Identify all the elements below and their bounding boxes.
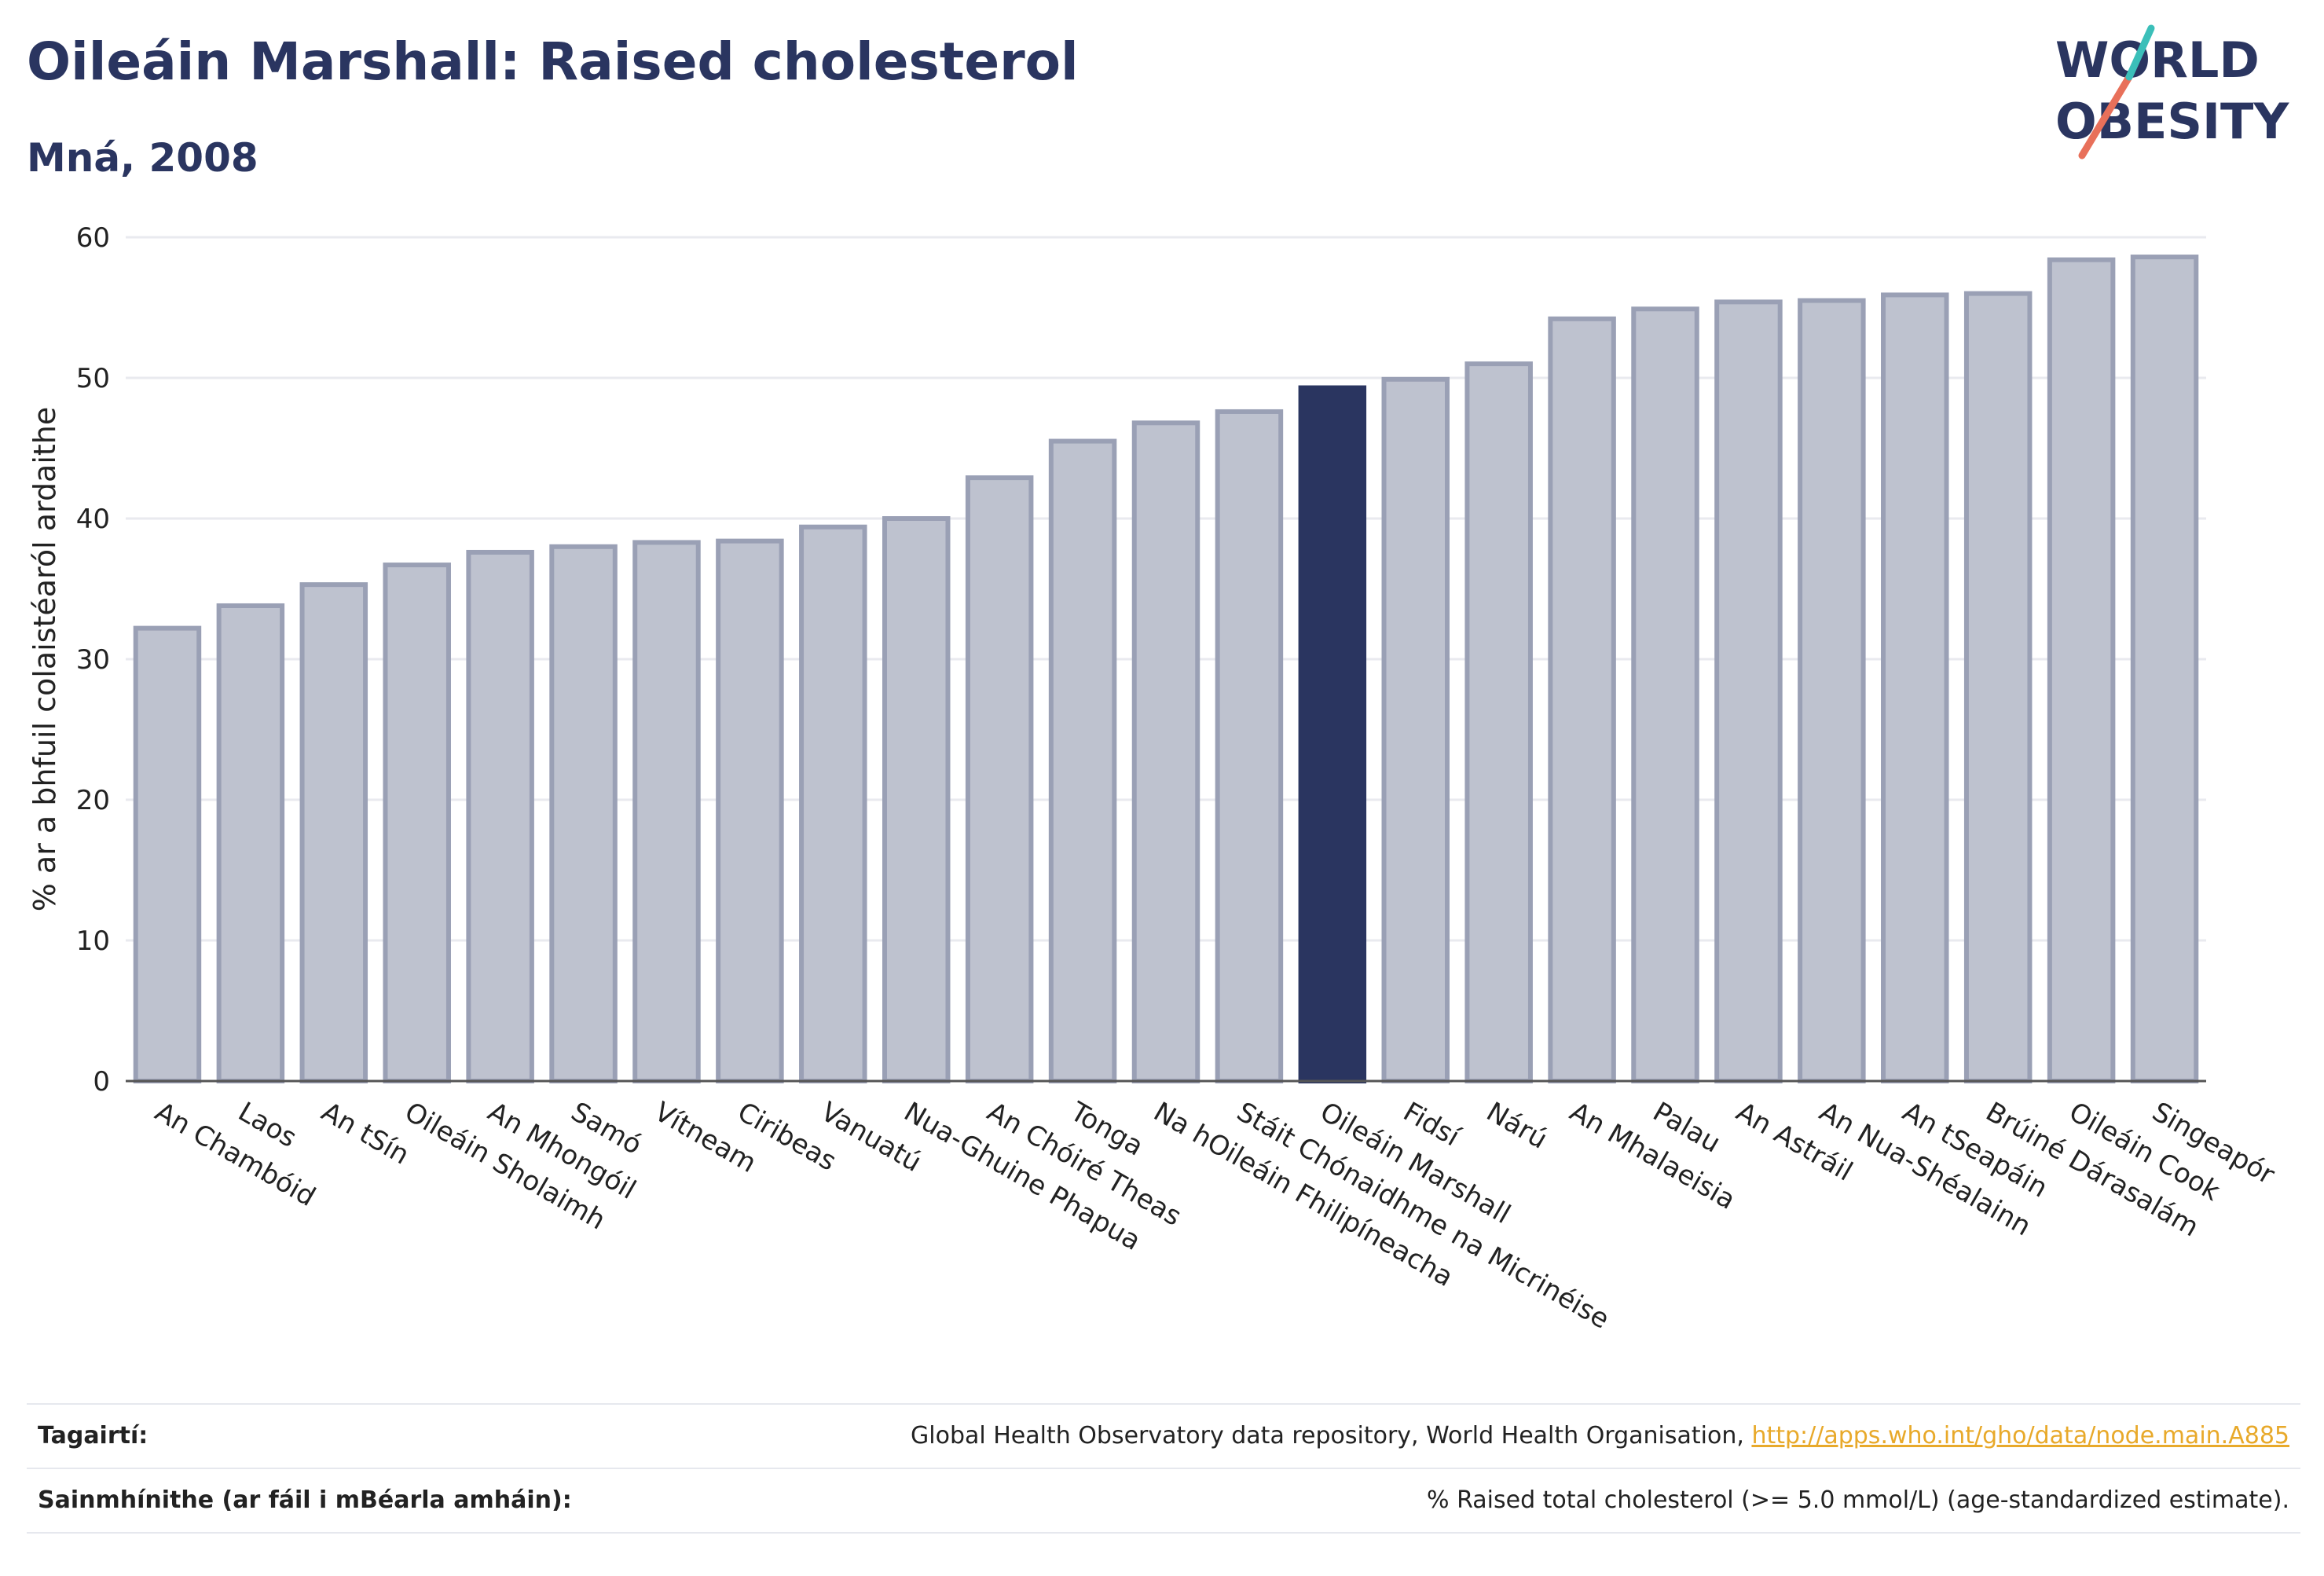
references-value: Global Health Observatory data repositor… — [911, 1422, 2289, 1450]
references-label: Tagairtí: — [38, 1422, 148, 1450]
bar — [466, 549, 534, 1083]
logo-line1: WORLD — [2055, 31, 2260, 89]
y-tick-label: 60 — [76, 222, 110, 254]
bar — [383, 563, 451, 1083]
bar — [133, 625, 202, 1083]
y-tick-label: 20 — [76, 785, 110, 816]
chart-title: Oileáin Marshall: Raised cholesterol — [27, 31, 1079, 92]
bar — [1798, 298, 1866, 1083]
references-row: Tagairtí: Global Health Observatory data… — [27, 1403, 2300, 1468]
bar — [716, 538, 784, 1083]
bar — [1464, 361, 1533, 1084]
y-axis-label: % ar a bhfuil colaistéaról ardaithe — [27, 407, 62, 912]
y-tick-label: 30 — [76, 644, 110, 676]
bar — [1548, 316, 1616, 1083]
bar — [799, 524, 867, 1083]
x-tick-label: An tSín — [316, 1096, 414, 1171]
bar — [1048, 438, 1117, 1083]
y-tick-label: 10 — [76, 925, 110, 957]
references-text: Global Health Observatory data repositor… — [911, 1422, 1752, 1450]
world-obesity-logo: WORLD OBESITY — [2055, 24, 2289, 159]
definitions-label: Sainmhínithe (ar fáil i mBéarla amháin): — [38, 1486, 572, 1514]
x-tick-label: An Chambóid — [149, 1096, 321, 1213]
logo-slash-coral — [2078, 73, 2133, 159]
definitions-value: % Raised total cholesterol (>= 5.0 mmol/… — [1427, 1486, 2289, 1514]
chart-subtitle: Mná, 2008 — [27, 135, 258, 181]
bar — [882, 516, 951, 1083]
y-tick-label: 40 — [76, 504, 110, 535]
references-link[interactable]: http://apps.who.int/gho/data/node.main.A… — [1751, 1422, 2289, 1450]
bar — [1215, 409, 1284, 1083]
y-tick-label: 50 — [76, 363, 110, 394]
bar — [632, 540, 701, 1083]
bar — [216, 603, 285, 1083]
bar — [1881, 292, 1949, 1083]
bar-highlight — [1298, 385, 1367, 1083]
x-tick-label: Nárú — [1481, 1096, 1552, 1156]
bar — [549, 544, 618, 1083]
bar — [1631, 306, 1699, 1084]
y-axis-ticks: 0 10 20 30 40 50 60 — [76, 222, 110, 1098]
bar — [1714, 299, 1783, 1083]
logo-slash-teal — [2125, 24, 2155, 81]
bar — [965, 475, 1034, 1083]
bar — [1963, 291, 2033, 1084]
y-tick-label: 0 — [93, 1066, 110, 1098]
bar — [1131, 420, 1200, 1083]
bar — [2047, 257, 2116, 1083]
footer-table: Tagairtí: Global Health Observatory data… — [27, 1403, 2300, 1534]
bar — [1381, 376, 1450, 1084]
bars — [133, 255, 2199, 1084]
definitions-row: Sainmhínithe (ar fáil i mBéarla amháin):… — [27, 1468, 2300, 1534]
bar — [2130, 255, 2199, 1083]
bar — [299, 582, 368, 1083]
